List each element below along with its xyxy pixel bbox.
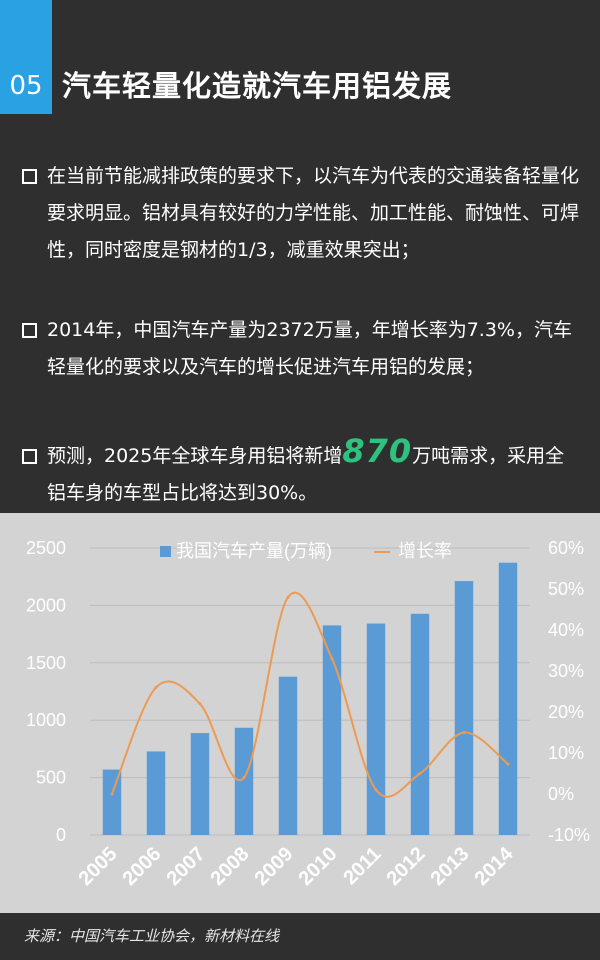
growth-rate-point: [374, 788, 378, 792]
bar: [322, 625, 342, 835]
section-number: 05: [0, 58, 52, 114]
checkbox-bullet-icon: [22, 169, 37, 184]
bar: [498, 562, 518, 835]
growth-rate-point: [418, 772, 422, 775]
y-right-tick-label: -10%: [548, 825, 590, 845]
x-tick-label: 2008: [207, 843, 254, 890]
x-tick-label: 2011: [339, 843, 385, 889]
production-growth-chart: 0 500 1000 1500 2000 2500 -10% 0% 10% 20% 30% 40% 50…: [26, 538, 590, 890]
legend-bar-label: 我国汽车产量(万辆): [176, 541, 332, 561]
header: 05 汽车轻量化造就汽车用铝发展: [0, 0, 600, 120]
y-right-tick-label: 0%: [548, 784, 574, 804]
legend-line-label: 增长率: [398, 541, 452, 561]
x-tick-label: 2007: [163, 843, 210, 890]
growth-rate-point: [154, 685, 158, 689]
bar: [410, 613, 430, 835]
y-left-tick-label: 0: [56, 825, 66, 845]
growth-rate-point: [462, 731, 466, 734]
y-left-tick-label: 2500: [26, 538, 66, 558]
bullet-item: 2014年，中国汽车产量为2372万量，年增长率为7.3%，汽车轻量化的要求以及…: [22, 312, 582, 386]
bullet-item: 在当前节能减排政策的要求下，以汽车为代表的交通装备轻量化要求明显。铝材具有较好的…: [22, 158, 582, 269]
bullet-text-before: 预测，2025年全球车身用铝将新增: [47, 445, 343, 467]
y-right-tick-label: 20%: [548, 702, 584, 722]
y-right-tick-label: 30%: [548, 661, 584, 681]
y-right-tick-label: 40%: [548, 620, 584, 640]
growth-rate-point: [198, 702, 202, 706]
y-right-tick-label: 60%: [548, 538, 584, 558]
y-right-tick-label: 10%: [548, 743, 584, 763]
highlight-number: 870: [342, 432, 413, 470]
bar: [190, 733, 210, 835]
y-left-tick-label: 2000: [26, 595, 66, 615]
y-right-tick-label: 50%: [548, 579, 584, 599]
bar: [234, 727, 254, 835]
section-number-bar: [0, 0, 52, 58]
growth-rate-point: [242, 776, 246, 780]
checkbox-bullet-icon: [22, 323, 37, 338]
growth-rate-point: [330, 657, 334, 661]
x-tick-label: 2014: [471, 842, 519, 890]
growth-rate-point: [286, 595, 290, 599]
legend-bar-swatch: [160, 546, 171, 557]
bullet-text-after: 万吨需求，采用全铝车身的车型占比将达到30%。: [47, 445, 565, 504]
bar: [454, 581, 474, 835]
y-left-tick-label: 1000: [26, 710, 66, 730]
source-note: 来源：中国汽车工业协会，新材料在线: [24, 927, 280, 945]
bullet-text: 2014年，中国汽车产量为2372万量，年增长率为7.3%，汽车轻量化的要求以及…: [47, 319, 572, 378]
bar: [278, 676, 298, 835]
bar: [102, 769, 122, 835]
growth-rate-point: [110, 792, 114, 796]
x-tick-label: 2012: [383, 843, 430, 890]
chart-area: 0 500 1000 1500 2000 2500 -10% 0% 10% 20% 30% 40% 50…: [0, 513, 600, 913]
page-title: 汽车轻量化造就汽车用铝发展: [62, 69, 453, 103]
x-tick-label: 2009: [251, 843, 298, 890]
bullet-text: 预测，2025年全球车身用铝将新增870万吨需求，采用全铝车身的车型占比将达到3…: [22, 435, 582, 512]
bullet-item: 预测，2025年全球车身用铝将新增870万吨需求，采用全铝车身的车型占比将达到3…: [22, 435, 582, 512]
x-tick-label: 2010: [295, 843, 342, 890]
growth-rate-point: [506, 762, 510, 766]
x-tick-label: 2013: [427, 843, 474, 890]
y-left-tick-label: 1500: [26, 653, 66, 673]
bar: [146, 751, 166, 835]
bar: [366, 623, 386, 835]
x-tick-label: 2005: [75, 843, 122, 890]
checkbox-bullet-icon: [22, 449, 37, 464]
y-left-tick-label: 500: [36, 768, 66, 788]
growth-rate-line: [111, 591, 509, 798]
x-tick-label: 2006: [119, 843, 166, 890]
bullet-text: 在当前节能减排政策的要求下，以汽车为代表的交通装备轻量化要求明显。铝材具有较好的…: [47, 165, 580, 261]
